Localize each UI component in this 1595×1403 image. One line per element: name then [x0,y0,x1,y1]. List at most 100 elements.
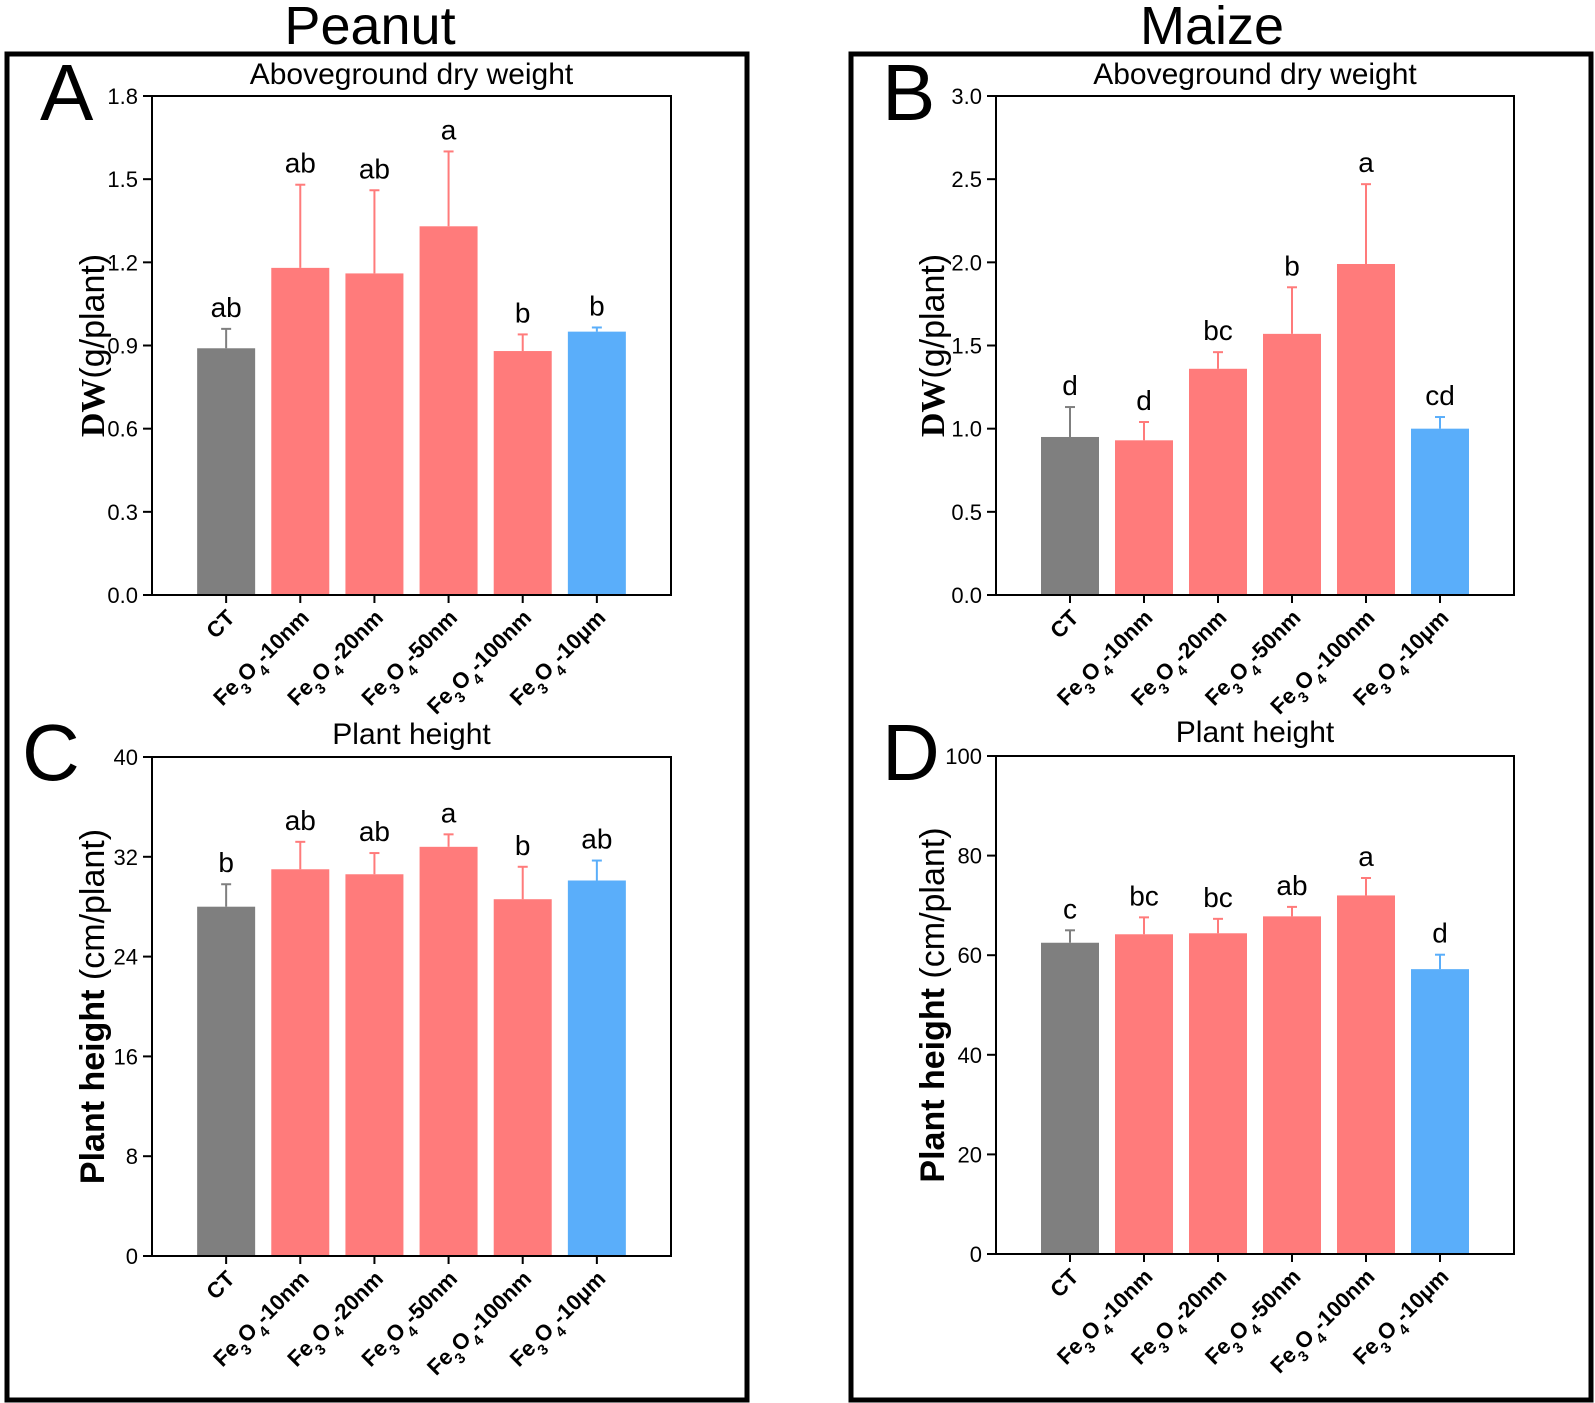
y-tick-label: 40 [114,745,138,770]
category-label-part: O [529,1318,559,1348]
category-label-part: -50nm [1242,605,1305,668]
category-label-part: Fe [282,675,318,711]
plot-frame [995,95,1515,596]
category-label-part: O [381,1318,411,1348]
significance-letter: cd [1425,380,1455,411]
y-tick-label: 60 [958,943,982,968]
y-axis-label-unit: (cm/plant) [74,829,112,990]
bar [1263,916,1321,1254]
category-label-part: O [1224,657,1254,687]
panel-letter: C [22,708,80,797]
category-label-part: Fe [1052,1334,1088,1370]
category-label-part: -20nm [1168,1264,1231,1327]
category-label-part: Fe [1348,675,1384,711]
y-axis-label-unit: (cm/plant) [914,827,952,988]
category-label: CT [1045,604,1084,643]
plot-frame [151,95,672,596]
plot-frame [151,756,672,1257]
category-label-part: O [1289,665,1319,695]
significance-letter: b [515,830,531,861]
y-axis-label-bold: DW [75,379,112,438]
category-label-part: Fe [505,1336,541,1372]
category-label-part: O [232,657,262,687]
y-tick-label: 0.6 [107,417,138,442]
bar [1115,440,1173,595]
bar [493,351,552,595]
category-label-part: -10μm [547,1266,611,1330]
category-label-part: -10μm [1390,605,1454,669]
significance-letter: ab [211,292,242,323]
bar [1411,428,1469,595]
y-tick-label: 0 [970,1242,982,1267]
category-label-part: Fe [1126,1334,1162,1370]
category-label-part: O [306,1318,336,1348]
significance-letter: b [589,290,605,321]
bar [567,880,626,1256]
y-tick-label: 2.0 [951,250,982,275]
bar [1337,263,1395,595]
category-label-part: Fe [208,675,244,711]
bar [271,267,330,595]
bar [1115,934,1173,1254]
y-tick-label: 0.3 [107,500,138,525]
category-label-part: O [1150,1316,1180,1346]
category-label-part: Fe [357,675,393,711]
y-tick-label: 1.5 [107,167,138,192]
panel-letter: D [882,708,940,797]
significance-letter: b [1284,250,1300,281]
y-tick-label: 1.5 [951,334,982,359]
bar [567,331,626,595]
category-label-part: Fe [208,1336,244,1372]
y-tick-label: 0.5 [951,500,982,525]
category-label-part: O [1150,657,1180,687]
y-tick-label: 16 [114,1044,138,1069]
significance-letter: a [441,797,457,828]
bar [1411,969,1469,1254]
category-label-part: Fe [357,1336,393,1372]
category-label-part: O [1076,657,1106,687]
y-tick-label: 8 [126,1144,138,1169]
y-axis-label-bold: Plant height [74,990,112,1185]
category-label-part: Fe [282,1336,318,1372]
category-label: CT [1045,1263,1084,1302]
category-label-part: O [232,1318,262,1348]
y-tick-label: 24 [114,945,138,970]
category-label: CT [201,1265,240,1304]
significance-letter: a [1358,841,1374,872]
category-label-part: -10μm [1390,1264,1454,1328]
significance-letter: d [1136,385,1152,416]
category-label-part: O [1372,657,1402,687]
category-label-part: Fe [422,683,458,719]
y-tick-label: 100 [945,744,982,769]
category-label-part: -10nm [250,605,313,668]
y-tick-label: 80 [958,844,982,869]
category-label-part: CT [201,1265,240,1304]
significance-letter: b [515,297,531,328]
y-axis-label: DW(g/plant) [914,254,952,437]
y-axis-label-unit: (g/plant) [74,254,112,379]
category-label-part: O [1289,1324,1319,1354]
category-label-part: O [446,665,476,695]
category-label-part: Fe [422,1344,458,1380]
bar [493,899,552,1256]
category-label-part: O [529,657,559,687]
bar [419,846,478,1256]
category-label-part: Fe [1052,675,1088,711]
chart-title: Aboveground dry weight [1093,58,1417,91]
significance-letter: ab [359,153,390,184]
y-tick-label: 32 [114,845,138,870]
category-label-part: -20nm [324,605,387,668]
significance-letter: a [441,114,457,145]
category-label-part: -10μm [547,605,611,669]
bar [197,906,256,1256]
panel-d: D Plant height 0 20 40 60 80 100 Plant height (c… [882,708,1515,1378]
bar [419,226,478,596]
category-label-part: O [381,657,411,687]
category-label-part: -100nm [464,1266,536,1338]
y-tick-label: 0 [126,1244,138,1269]
y-tick-label: 3.0 [951,84,982,109]
chart-title: Plant height [332,718,491,751]
category-label-part: Fe [1348,1334,1384,1370]
bar [1041,436,1099,595]
